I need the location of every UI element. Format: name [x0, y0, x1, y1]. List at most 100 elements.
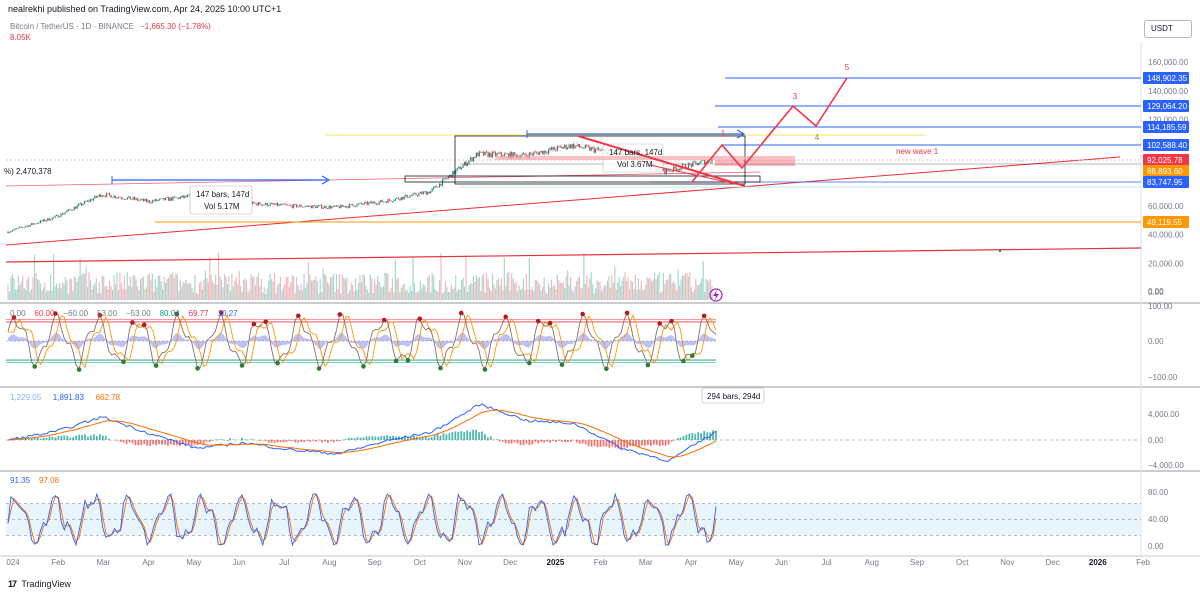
x-tick-label: Dec [1045, 558, 1059, 567]
macd-tick-label: 0.00 [1148, 436, 1164, 445]
volume-bar [468, 284, 470, 300]
stoch-oversold-dot [527, 360, 532, 366]
candle-body [369, 201, 371, 203]
volume-bar [20, 281, 22, 300]
macd-hist-bar [484, 434, 486, 440]
macd-hist-bar [590, 440, 593, 447]
volume-bar [578, 276, 581, 300]
candle-body [394, 198, 396, 201]
macd-hist-bar [350, 438, 353, 440]
macd-hist-bar [371, 436, 374, 440]
volume-bar [151, 273, 153, 300]
macd-hist-bar [407, 437, 409, 440]
candle-body [132, 197, 134, 200]
volume-bar [142, 276, 145, 300]
candle-body [331, 206, 333, 209]
stoch-overbought-dot [141, 322, 147, 328]
volume-bar [503, 257, 505, 300]
stoch-legend-value: 53.00 [97, 309, 118, 318]
macd-hist-bar [644, 440, 646, 446]
candle-body [362, 204, 364, 205]
x-tick-label: Jul [821, 558, 831, 567]
volume-bar [634, 274, 637, 300]
candle-body [257, 202, 259, 206]
volume-bar [521, 288, 523, 300]
candle-body [276, 203, 279, 206]
volume-bar [219, 276, 221, 300]
volume-bar [263, 286, 265, 300]
volume-bar [705, 278, 707, 300]
volume-bar [463, 286, 466, 300]
price-tick-label: 120,000.00 [1148, 116, 1189, 125]
volume-bar [447, 291, 449, 300]
volume-bar [343, 277, 345, 300]
currency-selector[interactable]: USDT [1144, 20, 1192, 38]
candle-body [589, 146, 591, 151]
macd-hist-bar [104, 435, 107, 440]
volume-bar [614, 266, 616, 300]
stoch-legend-value: −53.00 [126, 309, 151, 318]
candle-body [434, 186, 436, 188]
volume-bar [422, 283, 424, 300]
volume-bar [477, 278, 479, 300]
volume-bar [57, 288, 59, 300]
volume-bar [421, 288, 423, 300]
volume-bar [229, 290, 231, 300]
volume-bar [141, 277, 143, 300]
macd-hist-bar [469, 431, 472, 440]
volume-bar [215, 274, 217, 300]
candle-body [374, 201, 376, 204]
macd-hist-bar [365, 436, 368, 440]
macd-hist-bar [682, 436, 685, 440]
x-tick-label: Aug [322, 558, 336, 567]
candle-body [455, 170, 457, 174]
macd-hist-bar [380, 436, 383, 440]
macd-hist-bar [673, 440, 676, 441]
volume-bar [565, 276, 567, 300]
volume-bar [353, 291, 355, 300]
volume-bar [692, 292, 694, 300]
candle-body [393, 200, 395, 202]
stoch-legend-value: 0.00 [10, 309, 26, 318]
volume-bar [44, 282, 46, 300]
macd-hist-bar [187, 440, 190, 445]
stoch-tick-label: −100.00 [1148, 373, 1178, 382]
volume-bar [701, 278, 703, 300]
volume-bar [306, 282, 308, 300]
candle-body [78, 204, 80, 206]
stoch-overbought-dot [458, 310, 464, 316]
candle-body [357, 203, 360, 205]
volume-bar [69, 278, 71, 300]
macd-hist-bar [445, 434, 448, 440]
volume-bar [486, 273, 488, 300]
macd-hist-bar [605, 440, 608, 447]
symbol-name[interactable]: Bitcoin / TetherUS · 1D · BINANCE [10, 22, 134, 31]
volume-bar [617, 282, 619, 300]
candle-body [400, 197, 402, 201]
macd-hist-bar [359, 437, 362, 440]
volume-bar [293, 276, 295, 300]
volume-bar [581, 288, 583, 300]
volume-bar [281, 290, 283, 300]
macd-hist-bar [611, 440, 614, 447]
candle-body [294, 204, 296, 205]
candle-body [365, 201, 367, 203]
macd-hist-bar [664, 440, 667, 446]
volume-bar [144, 289, 146, 300]
tradingview-logo[interactable]: 17 TradingView [8, 579, 71, 589]
macd-hist-bar [463, 431, 466, 440]
volume-bar [125, 289, 127, 300]
candle-body [586, 144, 588, 146]
macd-hist-bar [81, 434, 83, 440]
candle-body [91, 199, 93, 201]
stoch-oversold-dot [195, 366, 200, 371]
candle-body [178, 197, 180, 199]
volume-bar [618, 276, 620, 300]
volume-bar [176, 274, 178, 300]
volume-bar [207, 282, 209, 300]
stoch-oversold-dot [32, 364, 37, 369]
candle-body [506, 153, 508, 155]
stoch-overbought-dot [218, 310, 224, 315]
volume-bar [304, 288, 307, 300]
